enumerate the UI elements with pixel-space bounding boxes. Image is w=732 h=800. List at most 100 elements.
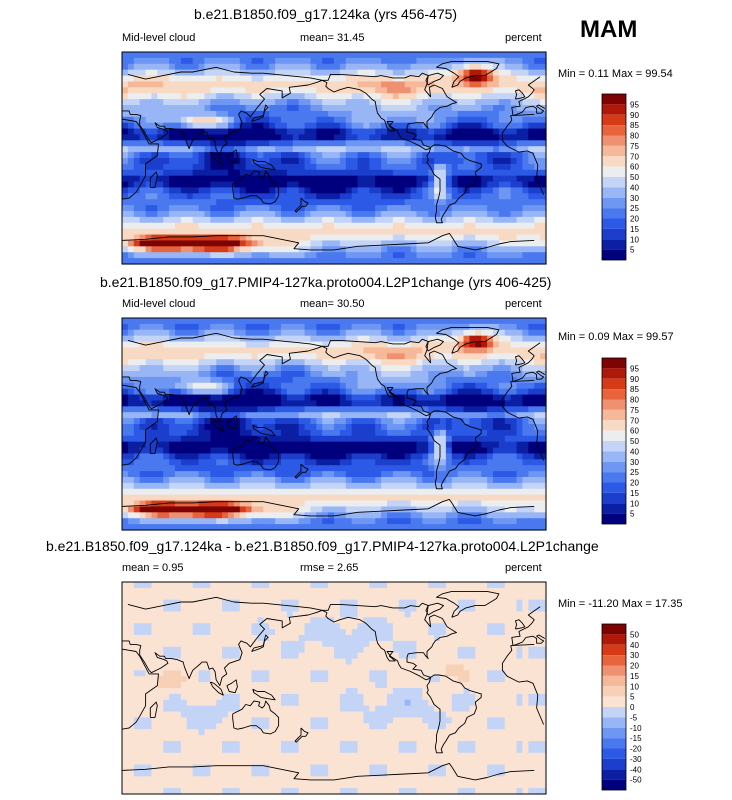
panel-1-field-cell	[351, 110, 359, 118]
panel-1-field-cell	[351, 234, 359, 242]
panel-1-field-cell	[540, 110, 547, 118]
panel-1-field-cell	[398, 205, 406, 212]
panel-2-field-cell	[357, 394, 365, 402]
panel-1-field-cell	[239, 246, 247, 253]
panel-1-field-cell	[392, 122, 400, 130]
panel-2-field-cell	[463, 347, 471, 354]
panel-2-field-cell	[504, 323, 512, 331]
panel-2-field-cell	[233, 494, 241, 502]
panel-2-field-cell	[387, 424, 394, 431]
panel-1-field-cell	[481, 93, 488, 100]
panel-2-field-cell	[475, 329, 482, 337]
panel-2-field-cell	[281, 382, 288, 390]
panel-1-field-cell	[257, 146, 264, 153]
panel-2-field-cell	[357, 471, 365, 478]
panel-1-field-cell	[481, 110, 488, 118]
panel-2-field-cell	[204, 347, 211, 354]
panel-1-field-cell	[163, 57, 170, 65]
panel-2-field-cell	[322, 341, 329, 349]
panel-1-field-cell	[422, 211, 429, 218]
panel-1-field-cell	[316, 205, 323, 212]
panel-2-field-cell	[204, 406, 211, 413]
panel-2-field-cell	[169, 465, 176, 472]
panel-1-field-cell	[198, 158, 206, 165]
panel-2-field-cell	[139, 465, 147, 472]
panel-1-field-cell	[540, 211, 547, 218]
panel-2-field-cell	[445, 359, 453, 366]
panel-2-field-cell	[375, 341, 382, 349]
panel-2-field-cell	[175, 406, 182, 413]
panel-1-field-cell	[381, 69, 388, 77]
panel-2-field-cell	[510, 318, 518, 325]
panel-1-field-cell	[322, 258, 329, 265]
panel-2-field-cell	[133, 435, 141, 443]
panel-2-field-cell	[369, 365, 376, 372]
panel-1-field-cell	[457, 116, 465, 124]
panel-2-field-cell	[298, 394, 306, 402]
panel-2-field-cell	[222, 471, 229, 478]
panel-1-field-cell	[510, 75, 518, 83]
panel-2-field-cell	[157, 376, 164, 384]
panel-2-field-cell	[510, 459, 518, 466]
panel-2-field-cell	[493, 353, 500, 360]
panel-1-field-cell	[180, 216, 188, 224]
panel-2-field-cell	[233, 335, 241, 343]
panel-1-field-cell	[528, 134, 535, 141]
panel-2-field-cell	[498, 335, 506, 343]
panel-2-field-cell	[169, 376, 176, 384]
panel-1-field-cell	[198, 228, 206, 236]
panel-1-field-cell	[457, 81, 465, 88]
panel-2-field-cell	[163, 441, 170, 449]
panel-2-field-cell	[398, 371, 406, 378]
panel-2-field-cell	[122, 465, 129, 472]
panel-2-field-cell	[180, 477, 188, 484]
panel-2-field-cell	[528, 482, 535, 490]
panel-1-field-cell	[339, 246, 347, 253]
panel-2-field-cell	[381, 494, 388, 502]
panel-1-field-cell	[416, 169, 423, 177]
panel-1-field-cell	[339, 181, 347, 189]
panel-1-field-cell	[434, 122, 441, 130]
panel-1-field-cell	[169, 234, 176, 242]
panel-2-field-cell	[493, 341, 500, 349]
panel-2-field-cell	[334, 318, 341, 325]
panel-1-field-cell	[540, 169, 547, 177]
panel-2-field-cell	[410, 424, 418, 431]
panel-2-field-cell	[351, 477, 359, 484]
panel-1-field-cell	[275, 222, 282, 230]
panel-2-field-cell	[404, 418, 412, 425]
panel-2-field-cell	[175, 418, 182, 425]
panel-2-field-cell	[528, 441, 535, 449]
panel-2-field-cell	[528, 341, 535, 349]
panel-2-field-cell	[357, 453, 365, 460]
panel-2-field-cell	[510, 424, 518, 431]
panel-2-field-cell	[392, 341, 400, 349]
panel-1-field-cell	[251, 252, 259, 259]
panel-2-field-cell	[239, 400, 247, 407]
panel-1-field-cell	[127, 169, 135, 177]
panel-2-field-cell	[404, 347, 412, 354]
panel-2-field-cell	[522, 359, 529, 366]
panel-2-field-cell	[469, 371, 476, 378]
panel-2-field-cell	[133, 382, 141, 390]
panel-1-field-cell	[127, 116, 135, 124]
panel-2-field-cell	[328, 418, 335, 425]
panel-1-field-cell	[239, 140, 247, 147]
panel-1-field-cell	[345, 152, 353, 159]
panel-1-field-cell	[375, 216, 382, 224]
panel-1-field-cell	[204, 181, 211, 189]
panel-2-field-cell	[292, 494, 300, 502]
panel-1-field-cell	[157, 228, 164, 236]
panel-1-colorbar-box	[602, 94, 626, 105]
panel-1-field-cell	[434, 158, 441, 165]
panel-1-field-cell	[363, 75, 370, 83]
panel-1-field-cell	[510, 240, 518, 247]
panel-2-field-cell	[404, 323, 412, 331]
panel-1-field-cell	[416, 216, 423, 224]
panel-1-field-cell	[186, 158, 194, 165]
panel-1-field-cell	[204, 146, 211, 153]
panel-1-field-cell	[357, 222, 365, 230]
panel-2-field-cell	[233, 482, 241, 490]
panel-2-field-cell	[192, 329, 200, 337]
panel-2-field-cell	[210, 418, 217, 425]
